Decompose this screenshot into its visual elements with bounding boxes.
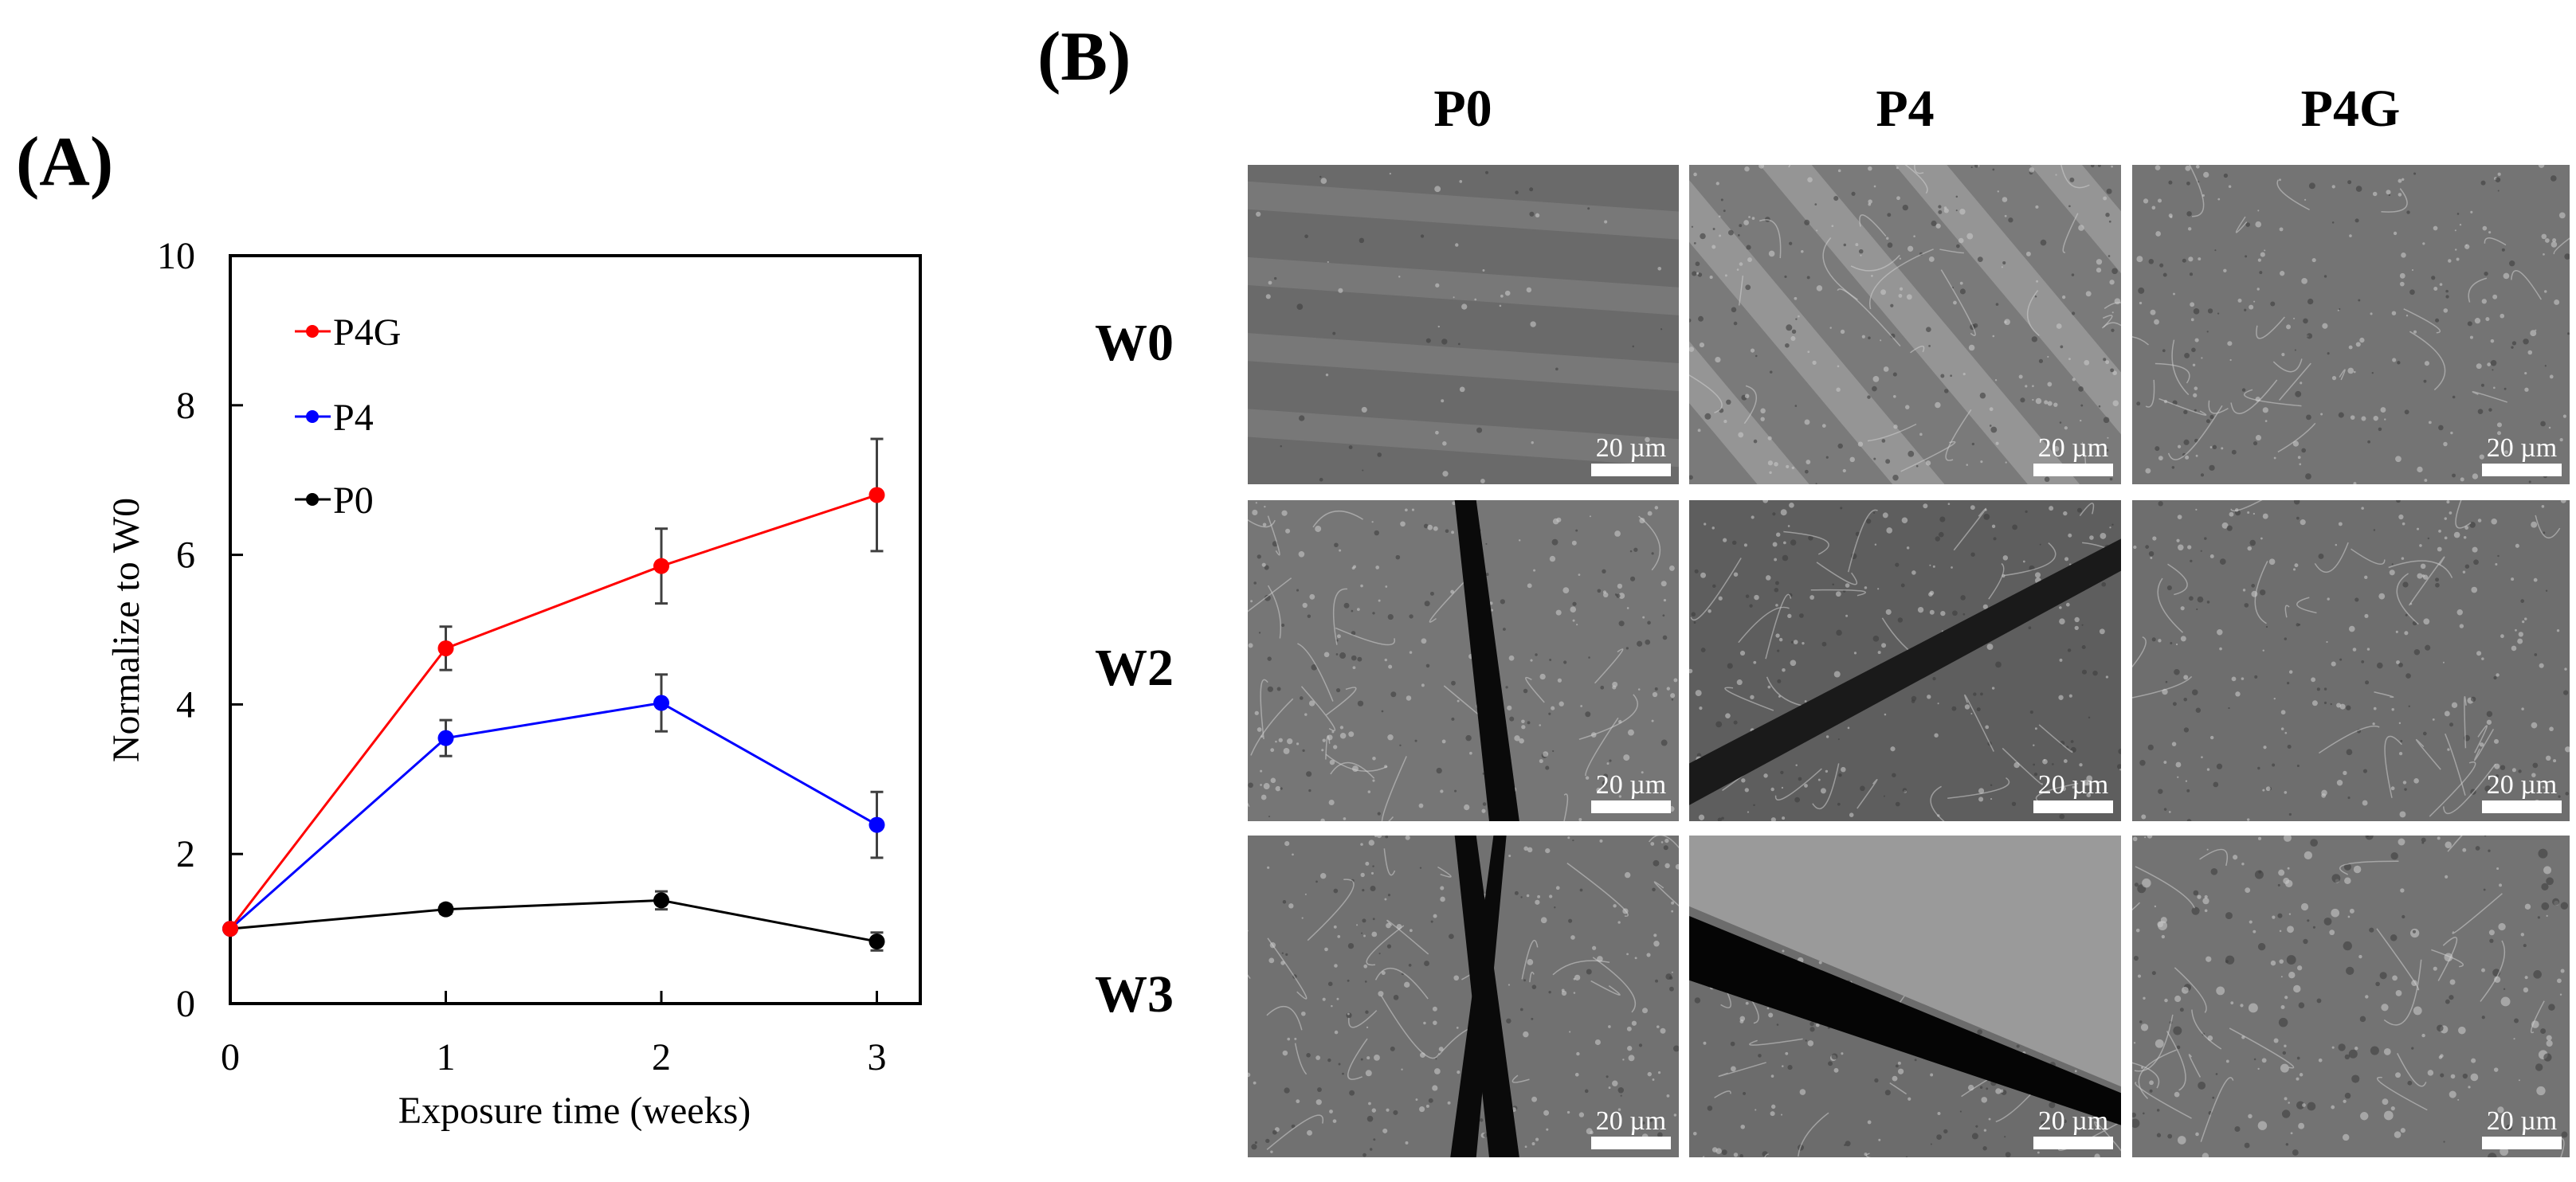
scale-bar: 20 µm — [2033, 435, 2113, 476]
panel-b-label: (B) — [1037, 18, 1131, 96]
scale-bar-label: 20 µm — [2037, 1106, 2109, 1136]
scale-bar-line — [2033, 1137, 2113, 1149]
legend-marker-icon — [306, 325, 319, 338]
series-line — [229, 898, 877, 943]
data-point-marker — [653, 558, 669, 574]
sem-image-w2-p0: 20 µm — [1248, 500, 1679, 821]
y-tick-label: 4 — [176, 683, 195, 726]
sem-image-w2-p4: 20 µm — [1689, 500, 2121, 821]
scale-bar-line — [2033, 464, 2113, 476]
data-point-marker — [437, 730, 454, 746]
scale-bar-label: 20 µm — [2037, 770, 2109, 800]
scale-bar-label: 20 µm — [2486, 1106, 2558, 1136]
scale-bar-line — [1591, 800, 1671, 813]
data-point-marker — [868, 487, 885, 503]
x-axis-ticks: 0 1 2 3 — [221, 991, 887, 1078]
x-tick-label: 2 — [652, 1036, 671, 1078]
sem-image-w0-p4: 20 µm — [1689, 165, 2121, 484]
panel-a-label: (A) — [16, 123, 114, 201]
scale-bar: 20 µm — [2482, 772, 2562, 813]
legend-label: P0 — [333, 479, 374, 522]
column-header-p0: P0 — [1433, 80, 1492, 138]
y-axis-ticks: 0 2 4 6 8 10 — [157, 235, 243, 1025]
sem-image-w0-p4g: 20 µm — [2132, 165, 2570, 484]
y-tick-label: 2 — [176, 833, 195, 875]
data-point-marker — [437, 901, 454, 918]
row-header-w2: W2 — [1095, 639, 1174, 697]
scale-bar-label: 20 µm — [2486, 770, 2558, 800]
row-header-w0: W0 — [1095, 314, 1174, 372]
data-point-marker — [868, 933, 885, 950]
legend-marker-icon — [306, 410, 319, 423]
y-tick-label: 0 — [176, 983, 195, 1025]
scale-bar-line — [2482, 1137, 2562, 1149]
sem-image-w0-p0: 20 µm — [1248, 165, 1679, 484]
scale-bar: 20 µm — [2482, 1108, 2562, 1149]
legend-item-p4g: P4G — [295, 311, 401, 354]
sem-image-w2-p4g: 20 µm — [2132, 500, 2570, 821]
legend-item-p0: P0 — [295, 479, 374, 522]
scale-bar-line — [2482, 464, 2562, 476]
scale-bar-label: 20 µm — [2037, 433, 2109, 463]
y-tick-label: 8 — [176, 385, 195, 427]
x-tick-label: 3 — [868, 1036, 887, 1078]
scale-bar-label: 20 µm — [1595, 1106, 1667, 1136]
y-tick-label: 6 — [176, 534, 195, 577]
scale-bar-label: 20 µm — [1595, 770, 1667, 800]
scale-bar: 20 µm — [2033, 1108, 2113, 1149]
legend-label: P4G — [333, 311, 401, 354]
scale-bar-line — [2033, 800, 2113, 813]
data-point-marker — [437, 640, 454, 656]
y-tick-label: 10 — [157, 235, 195, 277]
scale-bar-line — [2482, 800, 2562, 813]
row-header-w3: W3 — [1095, 965, 1174, 1023]
scale-bar-line — [1591, 1137, 1671, 1149]
scale-bar-label: 20 µm — [2486, 433, 2558, 463]
series-line — [229, 494, 877, 930]
scale-bar: 20 µm — [1591, 1108, 1671, 1149]
sem-image-w3-p0: 20 µm — [1248, 836, 1679, 1157]
x-tick-label: 1 — [437, 1036, 456, 1078]
x-tick-label: 0 — [221, 1036, 240, 1078]
scale-bar-line — [1591, 464, 1671, 476]
series-line — [229, 701, 878, 930]
series-p4 — [222, 673, 885, 937]
data-point-marker — [653, 892, 669, 909]
data-series — [222, 437, 885, 952]
data-point-marker — [653, 695, 669, 711]
legend-label: P4 — [333, 397, 374, 439]
scale-bar: 20 µm — [2033, 772, 2113, 813]
sem-image-w3-p4: 20 µm — [1689, 836, 2121, 1157]
series-p0 — [222, 890, 885, 952]
data-point-marker — [868, 816, 885, 833]
scale-bar: 20 µm — [1591, 772, 1671, 813]
column-header-p4g: P4G — [2300, 80, 2401, 138]
legend-marker-icon — [306, 493, 319, 506]
line-chart: 0 2 4 6 8 10 0 1 2 3 P4G P4 P0 Exposure time (week… — [105, 235, 922, 1132]
sem-image-w3-p4g: 20 µm — [2132, 836, 2570, 1157]
plot-frame — [229, 254, 922, 1005]
scale-bar: 20 µm — [1591, 435, 1671, 476]
legend-item-p4: P4 — [295, 397, 374, 439]
series-p4g — [222, 437, 885, 937]
scale-bar-label: 20 µm — [1595, 433, 1667, 463]
column-header-p4: P4 — [1876, 80, 1935, 138]
legend: P4G P4 P0 — [295, 311, 401, 522]
y-axis-title: Normalize to W0 — [105, 498, 147, 762]
data-point-marker — [222, 921, 238, 937]
x-axis-title: Exposure time (weeks) — [398, 1090, 751, 1132]
scale-bar: 20 µm — [2482, 435, 2562, 476]
